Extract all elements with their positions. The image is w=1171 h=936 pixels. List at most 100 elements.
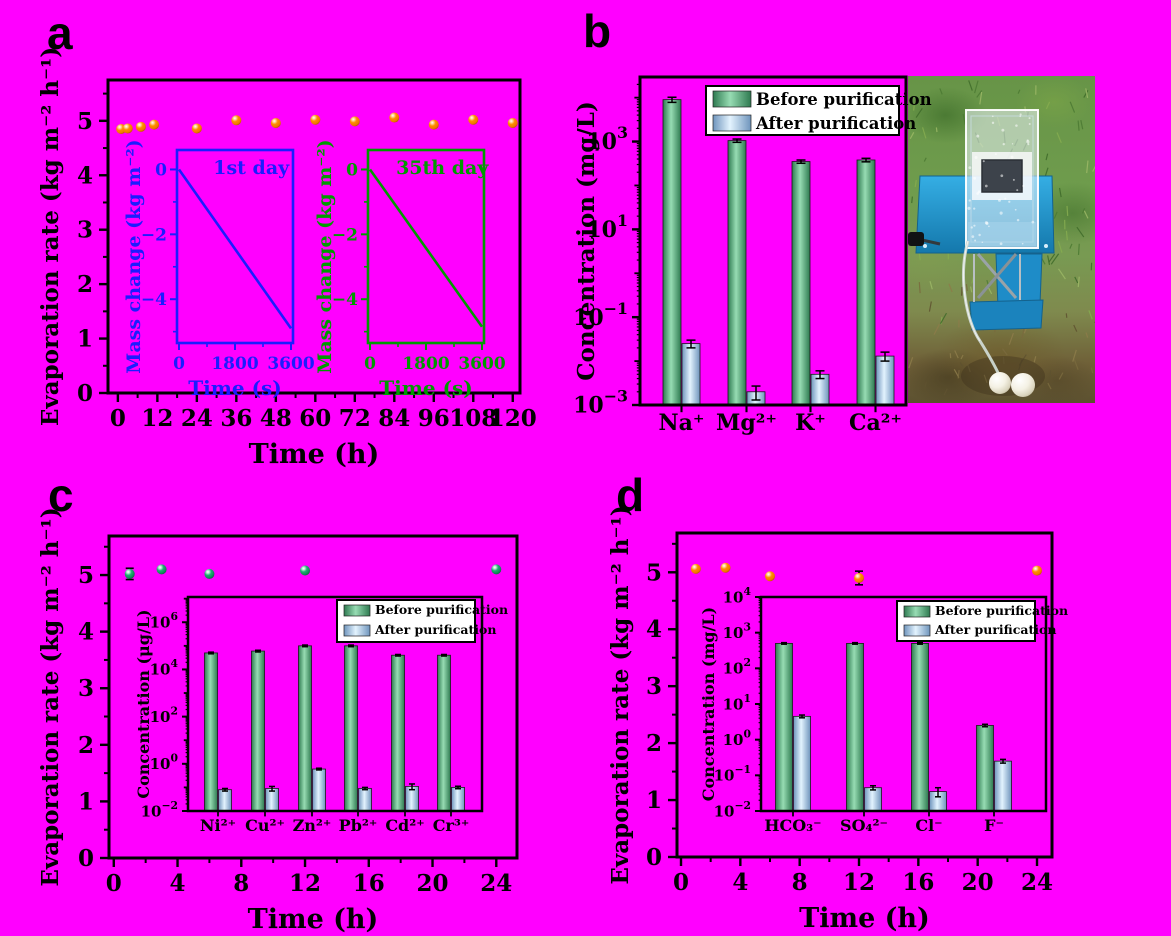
- y-axis-title: Concentration (μg/L): [134, 609, 153, 798]
- x-tick-label: 36: [220, 405, 252, 432]
- bar-before: [662, 99, 682, 406]
- x-tick-label: 3600: [267, 354, 314, 374]
- x-tick-label: 4: [732, 869, 748, 896]
- category-label: Cl⁻: [915, 816, 942, 835]
- x-tick-label: 108: [449, 405, 497, 432]
- data-point: [720, 562, 731, 573]
- clamp-knob: [908, 232, 924, 246]
- log-tick-label: 102: [150, 704, 178, 726]
- data-point: [300, 565, 311, 576]
- y-tick-label: 4: [77, 162, 93, 189]
- x-tick-label: 12: [289, 870, 321, 897]
- bar-after: [451, 787, 465, 812]
- bar-before: [911, 643, 929, 812]
- solar-absorber: [981, 159, 1023, 193]
- y-tick-label: 0: [346, 160, 358, 180]
- data-point: [124, 568, 135, 579]
- bar-after: [875, 355, 895, 406]
- data-point: [135, 121, 146, 132]
- y-axis-title: Evaporation rate (kg m⁻² h⁻¹): [607, 505, 634, 884]
- log-tick-label: 10−2: [714, 799, 751, 821]
- y-tick-label: 2: [77, 271, 93, 298]
- x-tick-label: 84: [378, 405, 410, 432]
- category-label: Cr³⁺: [433, 816, 470, 835]
- data-point: [156, 564, 167, 575]
- y-axis-title: Evaporation rate (kg m⁻² h⁻¹): [37, 47, 64, 426]
- category-label: Na⁺: [659, 410, 705, 436]
- x-tick-label: 72: [339, 405, 371, 432]
- log-tick-label: 100: [150, 752, 178, 774]
- x-axis-title: Time (h): [799, 903, 930, 934]
- x-tick-label: 24: [1021, 869, 1053, 896]
- data-point: [468, 114, 479, 125]
- log-tick-label: 104: [723, 585, 752, 607]
- category-label: SO₄²⁻: [840, 816, 888, 835]
- y-axis-title: Concentration (mg/L): [573, 101, 600, 381]
- field-photo: [908, 76, 1095, 403]
- log-tick-label: 10−3: [573, 387, 628, 419]
- category-label: Cd²⁺: [385, 816, 424, 835]
- legend-swatch: [712, 90, 752, 108]
- data-point: [854, 572, 865, 583]
- category-label: Zn²⁺: [293, 816, 332, 835]
- x-tick-label: 24: [480, 870, 512, 897]
- panel-label-a: a: [47, 7, 73, 59]
- y-tick-label: 0: [78, 845, 94, 872]
- bar-after: [218, 789, 232, 812]
- category-label: Ca²⁺: [849, 410, 902, 436]
- log-tick-label: 10−1: [714, 763, 751, 785]
- panel-label-d: d: [616, 469, 645, 521]
- data-point: [1032, 565, 1043, 576]
- inset-annotation: 35th day: [396, 157, 489, 179]
- data-point: [765, 571, 776, 582]
- y-tick-label: −2: [141, 225, 167, 245]
- log-tick-label: 100: [723, 727, 751, 749]
- category-label: Ni²⁺: [200, 816, 236, 835]
- data-point: [191, 123, 202, 134]
- x-tick-label: 48: [260, 405, 292, 432]
- legend-label: After purification: [374, 622, 496, 637]
- log-tick-label: 101: [723, 692, 751, 714]
- x-tick-label: 12: [141, 405, 173, 432]
- inset-annotation: 1st day: [213, 157, 290, 179]
- x-tick-label: 0: [173, 354, 185, 374]
- x-axis-title: Time (s): [188, 376, 282, 400]
- x-tick-label: 60: [299, 405, 331, 432]
- bar-before: [727, 140, 747, 406]
- x-tick-label: 20: [417, 870, 449, 897]
- data-point: [507, 118, 518, 129]
- x-axis-title: Time (s): [379, 376, 473, 400]
- y-axis-title: Concentration (mg/L): [699, 607, 718, 801]
- x-tick-label: 120: [489, 405, 537, 432]
- mass-change-line: [177, 168, 293, 330]
- y-axis-title: Evaporation rate (kg m⁻² h⁻¹): [37, 507, 64, 886]
- inset-35th-day: 0 1800 3600 0 −2 −4 Time (s) Mass change (kg m⁻…: [314, 139, 506, 400]
- inset-1st-day: 0 1800 3600 0 −2 −4 Time (s) Mass change (kg m⁻…: [123, 139, 315, 400]
- y-tick-label: −2: [332, 225, 358, 245]
- bar-before: [846, 643, 864, 812]
- y-tick-label: 2: [78, 732, 94, 759]
- log-tick-label: 106: [150, 610, 178, 632]
- x-tick-label: 16: [353, 870, 385, 897]
- bar-after: [994, 760, 1012, 812]
- x-axis-title: Time (h): [248, 904, 379, 935]
- data-point: [690, 563, 701, 574]
- bar-before: [298, 645, 312, 812]
- y-tick-label: 3: [78, 675, 94, 702]
- x-tick-label: 8: [233, 870, 249, 897]
- log-tick-label: 10−2: [141, 799, 178, 821]
- white-ball: [989, 372, 1011, 394]
- data-point: [491, 564, 502, 575]
- legend-label: After purification: [755, 114, 916, 133]
- legend-swatch: [343, 604, 371, 617]
- x-tick-label: 96: [418, 405, 450, 432]
- x-tick-label: 0: [106, 870, 122, 897]
- bar-before: [437, 654, 451, 812]
- y-tick-label: 2: [646, 730, 662, 757]
- white-ball: [1011, 373, 1035, 397]
- bar-before: [775, 643, 793, 812]
- bar-before: [791, 161, 811, 406]
- y-tick-label: −4: [332, 290, 358, 310]
